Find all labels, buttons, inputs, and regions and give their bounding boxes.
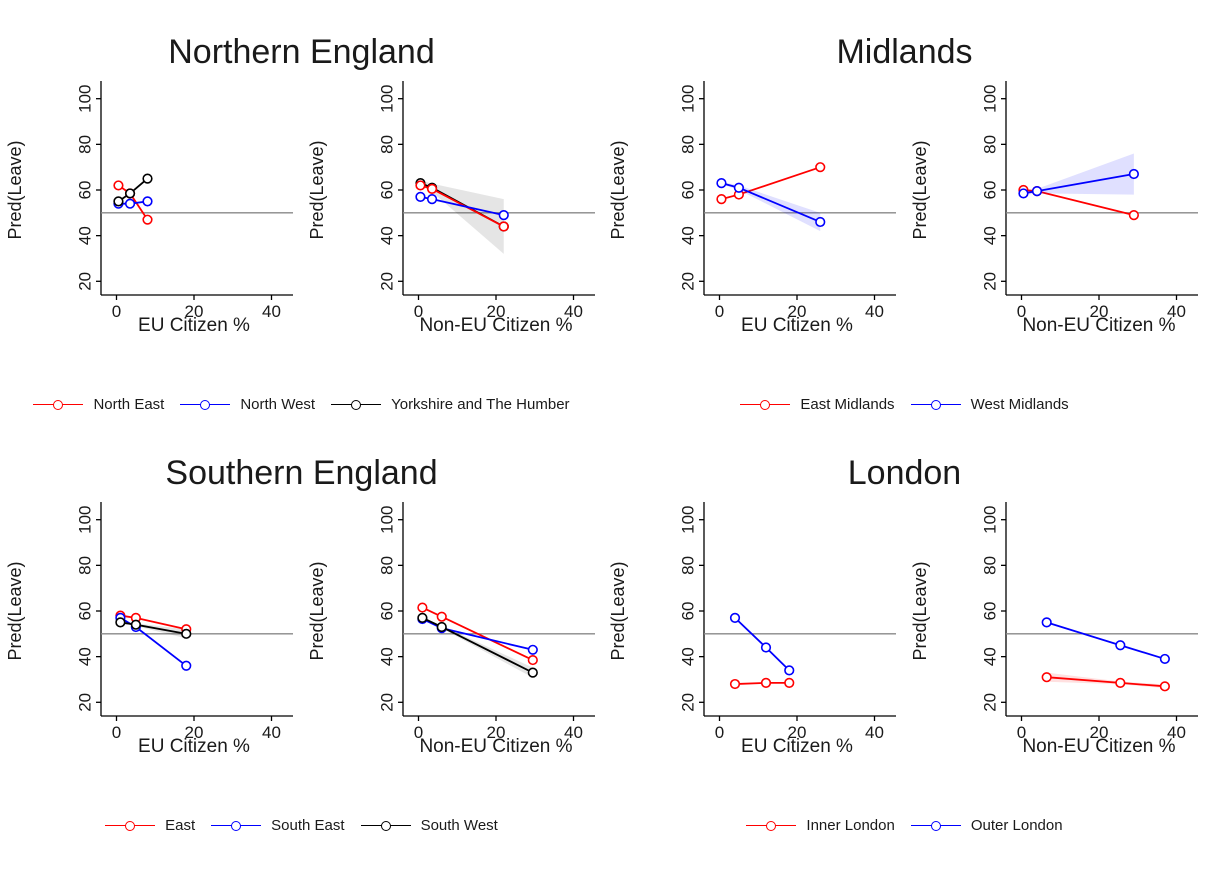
svg-text:60: 60 [678, 602, 697, 621]
svg-text:100: 100 [75, 506, 94, 534]
svg-text:0: 0 [714, 723, 723, 742]
svg-text:60: 60 [980, 181, 999, 200]
svg-text:100: 100 [678, 506, 697, 534]
svg-text:EU Citizen %: EU Citizen % [741, 315, 853, 335]
svg-text:40: 40 [377, 226, 396, 245]
svg-text:80: 80 [75, 135, 94, 154]
svg-text:40: 40 [678, 647, 697, 666]
svg-text:20: 20 [75, 693, 94, 712]
svg-text:80: 80 [75, 556, 94, 575]
svg-text:Pred(Leave): Pred(Leave) [5, 561, 25, 660]
svg-text:80: 80 [678, 556, 697, 575]
svg-text:80: 80 [980, 556, 999, 575]
svg-text:80: 80 [980, 135, 999, 154]
svg-text:Non-EU Citizen %: Non-EU Citizen % [419, 736, 572, 756]
svg-text:Pred(Leave): Pred(Leave) [5, 140, 25, 239]
svg-text:100: 100 [377, 506, 396, 534]
svg-text:Pred(Leave): Pred(Leave) [910, 561, 930, 660]
svg-text:80: 80 [377, 556, 396, 575]
svg-text:40: 40 [980, 647, 999, 666]
svg-text:60: 60 [678, 181, 697, 200]
svg-text:Non-EU Citizen %: Non-EU Citizen % [1022, 315, 1175, 335]
svg-text:Pred(Leave): Pred(Leave) [608, 561, 628, 660]
svg-text:40: 40 [377, 647, 396, 666]
svg-text:Non-EU Citizen %: Non-EU Citizen % [419, 315, 572, 335]
svg-text:20: 20 [678, 272, 697, 291]
svg-text:100: 100 [377, 85, 396, 113]
svg-text:20: 20 [980, 272, 999, 291]
svg-text:40: 40 [75, 226, 94, 245]
svg-text:20: 20 [678, 693, 697, 712]
svg-text:20: 20 [377, 272, 396, 291]
svg-text:80: 80 [678, 135, 697, 154]
svg-text:Pred(Leave): Pred(Leave) [608, 140, 628, 239]
svg-text:40: 40 [865, 723, 884, 742]
svg-text:60: 60 [980, 602, 999, 621]
svg-text:60: 60 [75, 602, 94, 621]
svg-text:0: 0 [714, 302, 723, 321]
svg-text:40: 40 [262, 723, 281, 742]
svg-text:20: 20 [377, 693, 396, 712]
svg-text:Pred(Leave): Pred(Leave) [307, 561, 327, 660]
svg-text:Pred(Leave): Pred(Leave) [910, 140, 930, 239]
svg-text:Pred(Leave): Pred(Leave) [307, 140, 327, 239]
svg-text:60: 60 [377, 602, 396, 621]
svg-text:100: 100 [678, 85, 697, 113]
svg-text:80: 80 [377, 135, 396, 154]
svg-text:60: 60 [377, 181, 396, 200]
svg-text:0: 0 [111, 723, 120, 742]
svg-text:40: 40 [262, 302, 281, 321]
svg-text:40: 40 [75, 647, 94, 666]
svg-text:EU Citizen %: EU Citizen % [138, 736, 250, 756]
svg-text:0: 0 [111, 302, 120, 321]
svg-text:100: 100 [980, 85, 999, 113]
svg-text:40: 40 [678, 226, 697, 245]
svg-text:40: 40 [980, 226, 999, 245]
svg-text:100: 100 [980, 506, 999, 534]
svg-text:Non-EU Citizen %: Non-EU Citizen % [1022, 736, 1175, 756]
svg-text:60: 60 [75, 181, 94, 200]
svg-text:EU Citizen %: EU Citizen % [741, 736, 853, 756]
svg-text:20: 20 [75, 272, 94, 291]
svg-text:EU Citizen %: EU Citizen % [138, 315, 250, 335]
svg-text:100: 100 [75, 85, 94, 113]
svg-text:40: 40 [865, 302, 884, 321]
svg-text:20: 20 [980, 693, 999, 712]
